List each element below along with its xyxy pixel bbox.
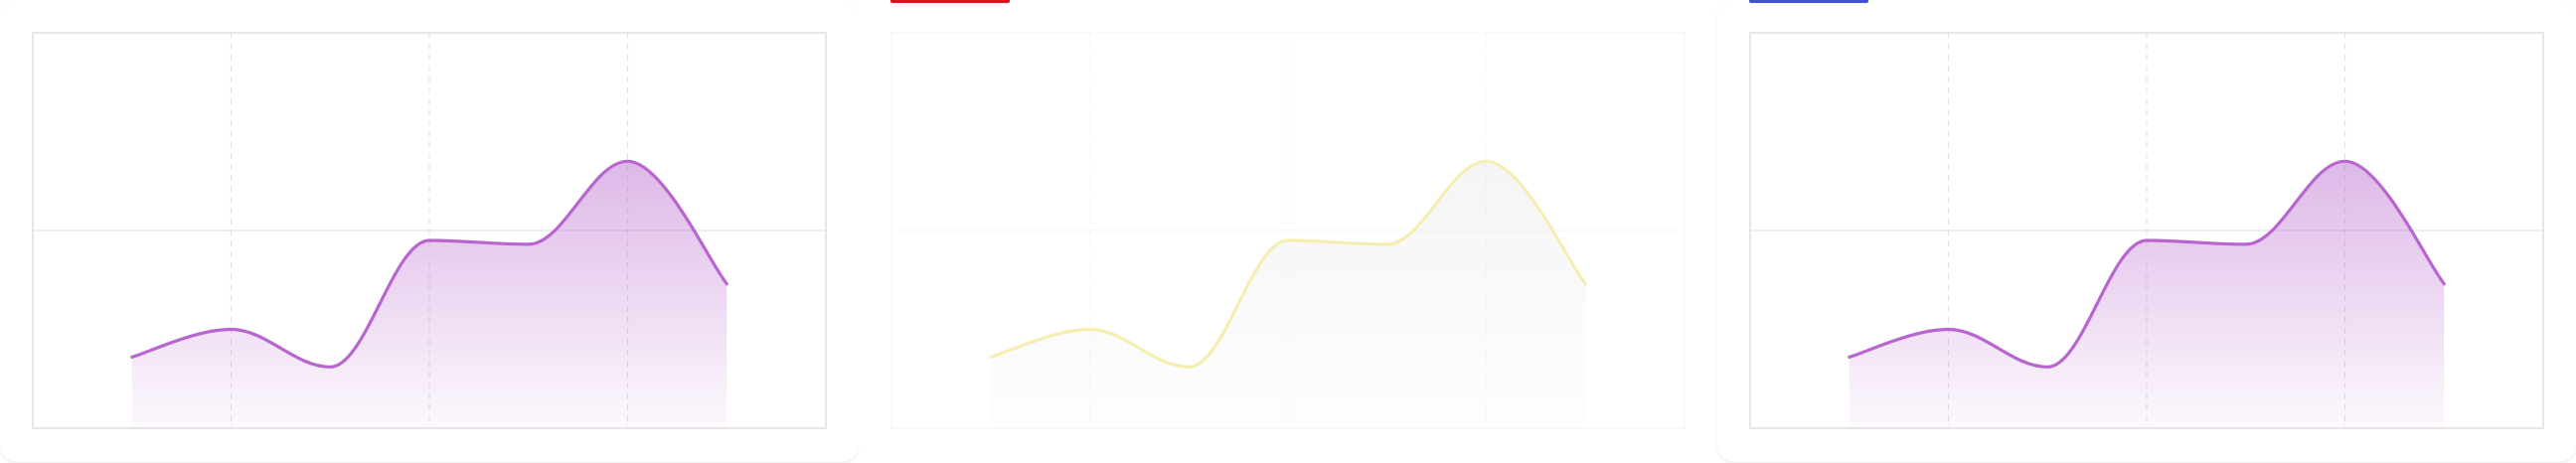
chart-1-area-fill [131,161,727,429]
chart-3-area-fill [1849,161,2445,429]
chart-2-area-fill [990,161,1586,429]
area-chart-2 [890,32,1686,429]
chart-3-series-line [1848,159,2446,369]
chart-card-3 [1717,0,2576,463]
chart-card-3-accent-bar [1749,0,1868,3]
area-chart-1 [32,32,827,429]
chart-2-series-line [989,159,1587,369]
chart-card-1 [0,0,859,463]
chart-1-series-line [130,159,728,369]
area-chart-3 [1749,32,2544,429]
chart-card-2 [859,0,1717,463]
chart-card-2-accent-bar [890,0,1010,3]
